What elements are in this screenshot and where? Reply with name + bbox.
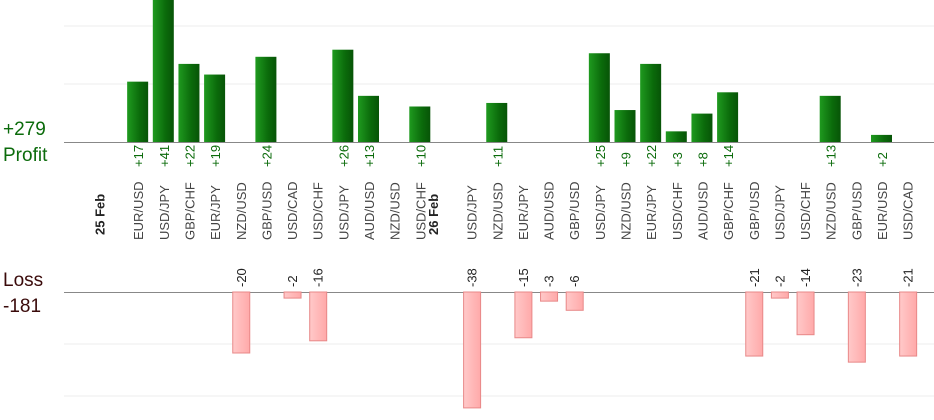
pair-label: USD/JPY bbox=[157, 185, 172, 240]
profit-value-label: +19 bbox=[208, 145, 223, 167]
profit-bar bbox=[178, 63, 200, 142]
pair-label: GBP/USD bbox=[567, 181, 582, 240]
date-label: 26 Feb bbox=[426, 194, 441, 235]
pair-label: NZD/USD bbox=[388, 182, 403, 240]
profit-value-label: +26 bbox=[336, 145, 351, 167]
pair-label: NZD/USD bbox=[234, 182, 249, 240]
pair-label: USD/JPY bbox=[593, 185, 608, 240]
pair-label: GBP/USD bbox=[747, 181, 762, 240]
pair-label: EUR/JPY bbox=[644, 185, 659, 240]
pair-label: EUR/JPY bbox=[208, 185, 223, 240]
loss-bar bbox=[565, 291, 584, 311]
loss-bar bbox=[463, 291, 482, 409]
loss-value-label: -21 bbox=[747, 268, 762, 287]
pair-label: AUD/USD bbox=[362, 181, 377, 240]
pair-label: USD/CHF bbox=[413, 182, 428, 240]
profit-value-label: +14 bbox=[721, 145, 736, 167]
pair-label: AUD/USD bbox=[542, 181, 557, 240]
pair-label: GBP/USD bbox=[849, 181, 864, 240]
profit-bar bbox=[614, 110, 636, 142]
pair-label: NZD/USD bbox=[490, 182, 505, 240]
loss-bar bbox=[899, 291, 918, 357]
loss-label: Loss bbox=[3, 270, 44, 291]
pair-label: EUR/JPY bbox=[516, 185, 531, 240]
profit-total: +279 bbox=[3, 119, 46, 140]
profit-bar bbox=[691, 113, 713, 142]
profit-bar bbox=[819, 95, 841, 142]
loss-value-label: -21 bbox=[901, 268, 916, 287]
loss-bar bbox=[770, 291, 789, 299]
pair-label: EUR/USD bbox=[875, 181, 890, 240]
loss-bar bbox=[283, 291, 302, 299]
profit-value-label: +8 bbox=[695, 152, 710, 167]
profit-bar bbox=[204, 74, 226, 142]
profit-value-label: +24 bbox=[259, 145, 274, 167]
profit-bar bbox=[640, 63, 662, 142]
profit-bar bbox=[358, 95, 379, 142]
pair-label: USD/JPY bbox=[465, 185, 480, 240]
loss-bar bbox=[796, 291, 815, 336]
loss-value-label: -6 bbox=[567, 275, 582, 287]
profit-value-label: +13 bbox=[362, 145, 377, 167]
pair-label: USD/CHF bbox=[311, 182, 326, 240]
date-label: 25 Feb bbox=[93, 194, 108, 235]
profit-bar bbox=[332, 49, 354, 143]
loss-bar bbox=[232, 291, 251, 354]
pair-label: GBP/CHF bbox=[721, 182, 736, 240]
labels: 25 Feb EUR/USD +17 USD/JPY +41 GBP/CHF +22 EUR/… bbox=[93, 145, 916, 287]
profit-value-label: +25 bbox=[593, 145, 608, 167]
profit-bar bbox=[717, 92, 739, 142]
loss-value-label: -15 bbox=[516, 268, 531, 287]
profit-value-label: +11 bbox=[490, 146, 505, 167]
profit-value-label: +22 bbox=[182, 145, 197, 167]
pair-label: USD/JPY bbox=[772, 185, 787, 240]
profit-bar bbox=[486, 102, 508, 142]
pair-label: NZD/USD bbox=[824, 182, 839, 240]
loss-value-label: -38 bbox=[465, 268, 480, 287]
pair-label: USD/CAD bbox=[901, 181, 916, 240]
profit-label: Profit bbox=[3, 145, 48, 166]
loss-bar bbox=[540, 291, 559, 302]
pair-label: AUD/USD bbox=[695, 181, 710, 240]
profit-value-label: +9 bbox=[619, 152, 634, 167]
loss-value-label: -2 bbox=[285, 275, 300, 287]
loss-bar bbox=[309, 291, 328, 342]
pair-label: USD/CHF bbox=[670, 182, 685, 240]
profit-value-label: +3 bbox=[670, 152, 685, 167]
loss-value-label: -20 bbox=[234, 268, 249, 287]
pair-label: USD/JPY bbox=[336, 185, 351, 240]
pair-label: GBP/USD bbox=[259, 181, 274, 240]
loss-value-label: -2 bbox=[772, 275, 787, 287]
pair-label: GBP/CHF bbox=[182, 182, 197, 240]
loss-total: -181 bbox=[3, 296, 42, 317]
profit-bar bbox=[409, 106, 431, 142]
profit-value-label: +10 bbox=[413, 145, 428, 167]
loss-value-label: -14 bbox=[798, 268, 813, 287]
pair-label: EUR/USD bbox=[131, 181, 146, 240]
loss-bar bbox=[514, 291, 533, 339]
pair-label: NZD/USD bbox=[619, 182, 634, 240]
profit-bar bbox=[665, 131, 687, 142]
profit-value-label: +17 bbox=[131, 145, 146, 167]
loss-bar bbox=[745, 291, 764, 357]
loss-value-label: -23 bbox=[849, 268, 864, 287]
profit-value-label: +22 bbox=[644, 145, 659, 167]
profit-bar bbox=[588, 53, 610, 142]
loss-value-label: -16 bbox=[311, 268, 326, 287]
pair-label: USD/CHF bbox=[798, 182, 813, 240]
profit-value-label: +41 bbox=[157, 145, 172, 167]
profit-value-label: +13 bbox=[824, 145, 839, 167]
profit-bar bbox=[871, 134, 892, 142]
profit-bar bbox=[152, 0, 174, 143]
profit-bar bbox=[127, 81, 149, 142]
profit-value-label: +2 bbox=[875, 152, 890, 167]
loss-value-label: -3 bbox=[542, 275, 557, 287]
profit-bar bbox=[255, 56, 277, 142]
bars bbox=[127, 0, 918, 409]
loss-bar bbox=[847, 291, 866, 363]
pair-label: USD/CAD bbox=[285, 181, 300, 240]
